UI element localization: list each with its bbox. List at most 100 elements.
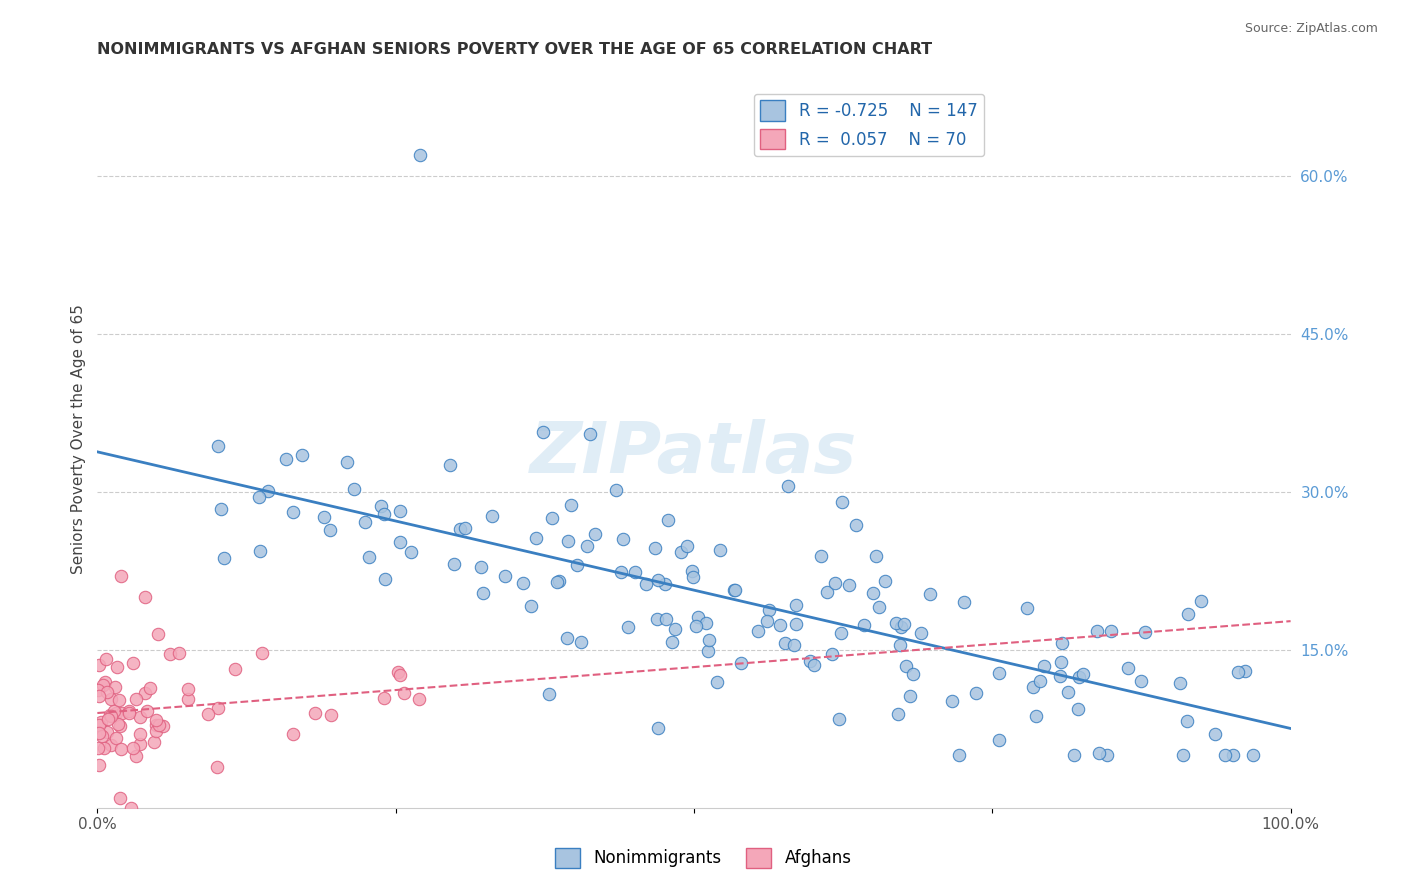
Point xyxy=(249,544,271,558)
Point xyxy=(91,729,114,743)
Point xyxy=(122,741,145,756)
Point xyxy=(688,610,710,624)
Point xyxy=(685,619,707,633)
Point xyxy=(987,665,1010,680)
Point xyxy=(373,690,395,705)
Point xyxy=(1088,746,1111,760)
Point xyxy=(387,665,409,680)
Point xyxy=(555,631,578,645)
Point xyxy=(449,523,471,537)
Point xyxy=(901,667,924,681)
Point xyxy=(896,659,918,673)
Point xyxy=(758,603,780,617)
Point xyxy=(1171,747,1194,762)
Point xyxy=(118,704,141,718)
Point xyxy=(1177,607,1199,621)
Point xyxy=(177,681,200,696)
Point xyxy=(893,616,915,631)
Point xyxy=(803,658,825,673)
Point xyxy=(756,614,779,628)
Point xyxy=(799,654,821,668)
Point xyxy=(91,678,114,692)
Point xyxy=(578,426,600,441)
Point xyxy=(129,737,152,751)
Point xyxy=(281,727,304,741)
Point xyxy=(139,681,162,696)
Point xyxy=(1049,669,1071,683)
Point xyxy=(865,549,887,563)
Point xyxy=(706,675,728,690)
Y-axis label: Seniors Poverty Over the Age of 65: Seniors Poverty Over the Age of 65 xyxy=(72,304,86,574)
Text: NONIMMIGRANTS VS AFGHAN SENIORS POVERTY OVER THE AGE OF 65 CORRELATION CHART: NONIMMIGRANTS VS AFGHAN SENIORS POVERTY … xyxy=(97,42,932,57)
Point xyxy=(94,675,117,690)
Point xyxy=(1116,661,1139,675)
Point xyxy=(304,706,326,720)
Point xyxy=(565,558,588,572)
Point xyxy=(1067,702,1090,716)
Point xyxy=(785,598,807,612)
Point xyxy=(776,479,799,493)
Point xyxy=(538,687,561,701)
Point xyxy=(128,727,150,741)
Point xyxy=(481,509,503,524)
Point xyxy=(399,545,422,559)
Point xyxy=(810,549,832,563)
Point xyxy=(709,542,731,557)
Point xyxy=(830,626,852,640)
Point xyxy=(624,565,647,579)
Point xyxy=(110,569,132,583)
Point xyxy=(605,483,627,497)
Point xyxy=(889,638,911,652)
Point xyxy=(224,662,246,676)
Point xyxy=(108,719,131,733)
Point xyxy=(730,657,752,671)
Point xyxy=(120,800,142,814)
Point xyxy=(105,731,128,746)
Point xyxy=(86,740,108,755)
Point xyxy=(145,718,167,732)
Point xyxy=(319,523,342,537)
Point xyxy=(898,689,921,703)
Point xyxy=(1130,673,1153,688)
Point xyxy=(107,692,129,706)
Point xyxy=(821,647,844,661)
Point xyxy=(97,712,120,726)
Point xyxy=(281,505,304,519)
Point xyxy=(783,639,806,653)
Point xyxy=(197,707,219,722)
Point xyxy=(87,718,110,732)
Point xyxy=(697,644,720,658)
Point xyxy=(1057,685,1080,699)
Point xyxy=(177,692,200,706)
Point xyxy=(953,595,976,609)
Point xyxy=(645,612,668,626)
Point xyxy=(512,575,534,590)
Point xyxy=(655,611,678,625)
Point xyxy=(159,647,181,661)
Point xyxy=(86,683,108,698)
Point xyxy=(145,713,167,727)
Point xyxy=(661,635,683,649)
Point xyxy=(443,557,465,571)
Point xyxy=(948,747,970,762)
Point xyxy=(887,707,910,722)
Point xyxy=(1032,658,1054,673)
Point xyxy=(697,633,720,648)
Point xyxy=(129,709,152,723)
Point xyxy=(374,573,396,587)
Point xyxy=(1222,747,1244,762)
Point xyxy=(98,707,121,722)
Point xyxy=(148,718,170,732)
Point xyxy=(314,510,336,524)
Point xyxy=(769,618,792,632)
Point xyxy=(494,569,516,583)
Point xyxy=(389,535,412,549)
Point xyxy=(1063,747,1085,762)
Point xyxy=(107,716,129,731)
Point xyxy=(96,724,118,739)
Point xyxy=(1233,664,1256,678)
Point xyxy=(546,574,568,589)
Point xyxy=(354,515,377,529)
Point xyxy=(1241,747,1264,762)
Point xyxy=(454,521,477,535)
